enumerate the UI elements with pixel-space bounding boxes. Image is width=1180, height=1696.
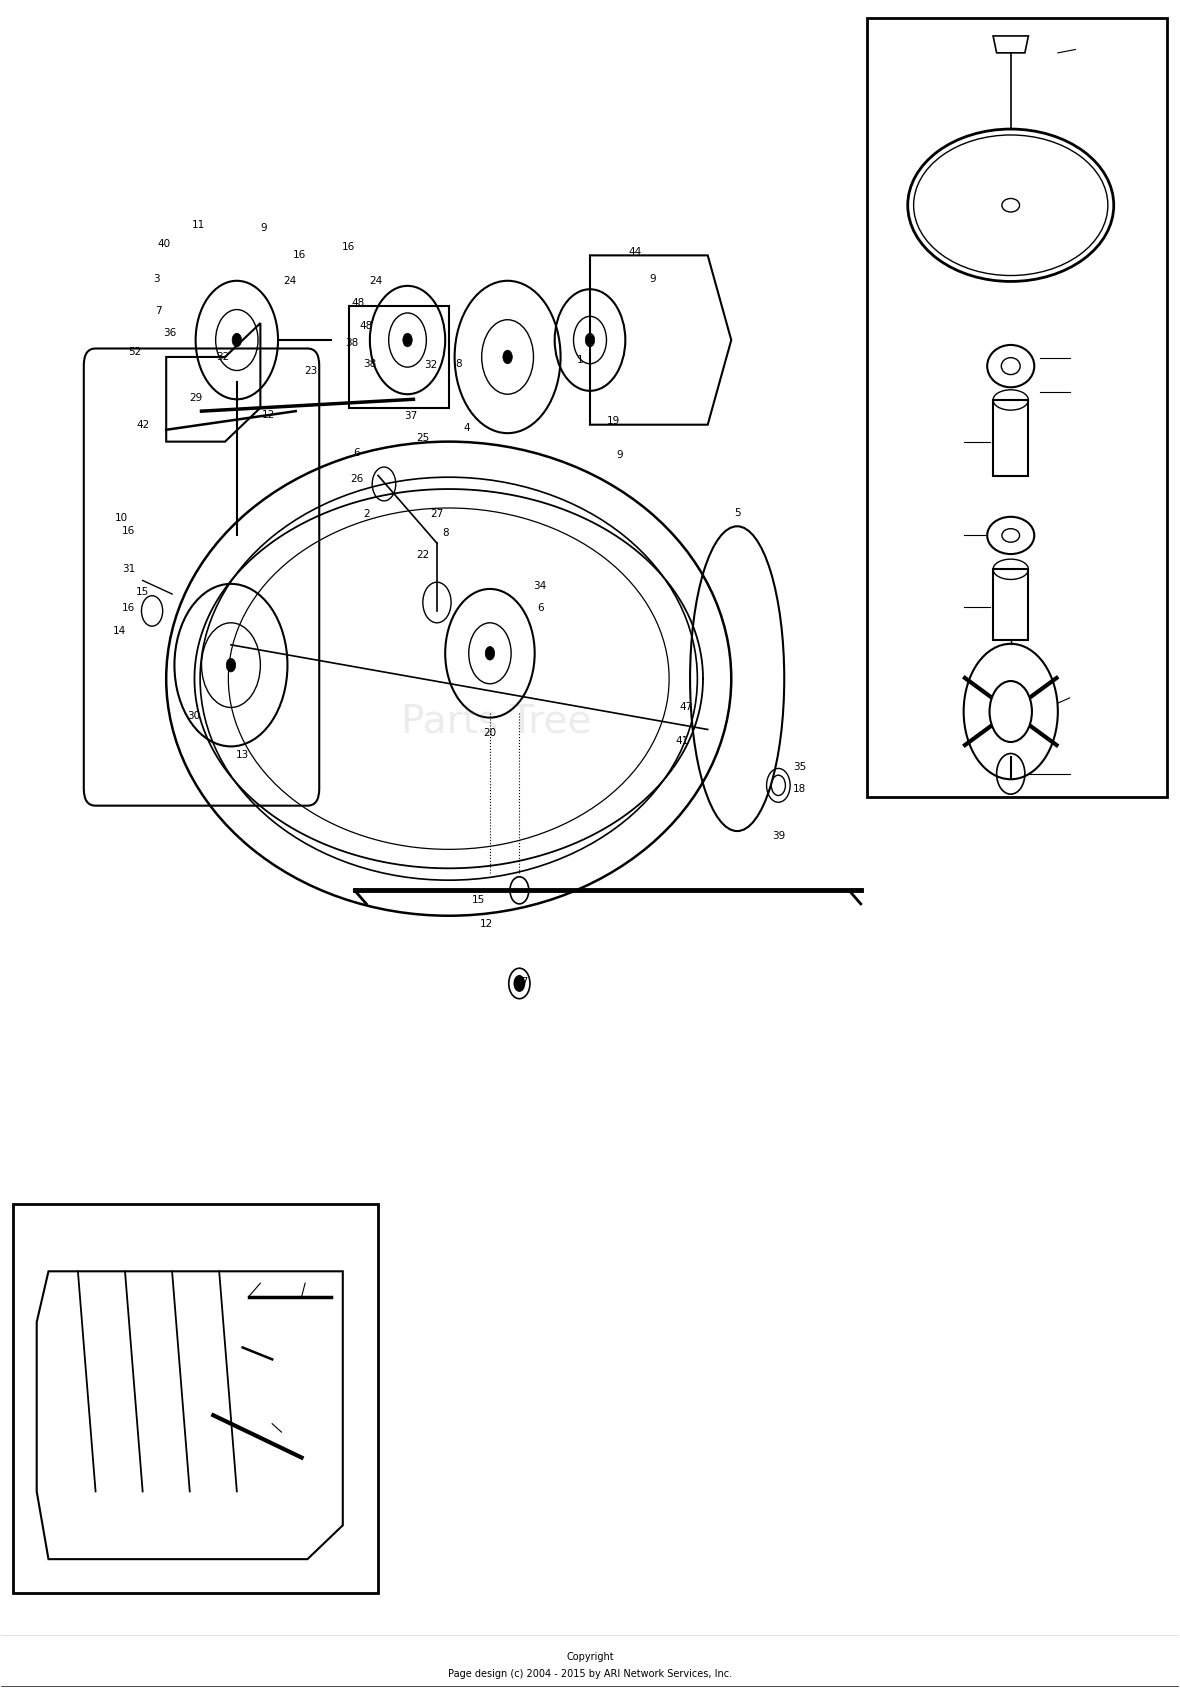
Circle shape (990, 682, 1032, 743)
Text: 50: 50 (1086, 353, 1100, 363)
Circle shape (503, 349, 512, 363)
Text: 6: 6 (537, 602, 544, 612)
Text: 2: 2 (363, 509, 369, 519)
Text: 18: 18 (793, 784, 806, 794)
Text: 41: 41 (675, 736, 688, 746)
Text: 38: 38 (363, 360, 376, 368)
Text: 28: 28 (1080, 690, 1094, 699)
Text: 42: 42 (136, 419, 150, 429)
Text: 26: 26 (350, 473, 363, 483)
Text: 17: 17 (1068, 39, 1082, 49)
Text: 17: 17 (517, 977, 530, 987)
Circle shape (402, 332, 412, 346)
Text: Copyright: Copyright (566, 1652, 614, 1662)
Circle shape (513, 975, 525, 992)
Text: 27: 27 (431, 509, 444, 519)
Text: 48: 48 (360, 322, 373, 331)
Text: 37: 37 (405, 410, 418, 421)
Text: 40: 40 (157, 239, 170, 249)
Text: 24: 24 (283, 276, 296, 285)
Text: 47: 47 (680, 702, 693, 712)
Text: 20: 20 (484, 728, 497, 738)
Text: 9: 9 (616, 449, 623, 460)
Text: 5: 5 (734, 507, 741, 517)
Text: 14: 14 (112, 626, 126, 636)
Circle shape (232, 332, 242, 346)
Text: 25: 25 (417, 432, 430, 443)
Text: 48: 48 (352, 298, 365, 307)
Text: 15: 15 (136, 587, 150, 597)
Text: 1: 1 (887, 47, 898, 63)
Text: 36: 36 (163, 329, 176, 338)
Bar (13, 1204, 378, 1593)
Text: 34: 34 (532, 580, 546, 590)
Text: 6: 6 (354, 448, 360, 458)
Bar (994, 400, 1029, 477)
Text: 38: 38 (346, 339, 359, 348)
Text: 10: 10 (114, 512, 127, 522)
Text: 16: 16 (122, 526, 136, 536)
Circle shape (585, 332, 595, 346)
Text: 49: 49 (236, 1258, 250, 1269)
Text: 22: 22 (417, 550, 430, 560)
Text: 16: 16 (122, 602, 136, 612)
Text: 9: 9 (649, 275, 656, 283)
Text: 30: 30 (186, 711, 199, 721)
Text: 51: 51 (271, 1435, 286, 1445)
Text: 3: 3 (153, 275, 160, 283)
Text: 24: 24 (369, 276, 382, 285)
Text: Parts Tree: Parts Tree (400, 702, 591, 739)
Text: 12: 12 (262, 409, 275, 419)
Text: 8: 8 (441, 527, 448, 538)
Text: 28: 28 (939, 522, 953, 533)
Text: 46: 46 (1080, 760, 1094, 770)
Text: 29: 29 (189, 392, 202, 402)
Text: 1: 1 (577, 356, 584, 365)
Text: 45: 45 (1086, 387, 1100, 397)
Text: 4: 4 (463, 422, 470, 432)
Text: 19: 19 (607, 416, 621, 426)
Text: 32: 32 (425, 361, 438, 370)
Text: 35: 35 (793, 762, 806, 772)
Text: 8: 8 (454, 360, 461, 368)
Text: 7: 7 (155, 307, 162, 315)
Text: 21: 21 (301, 1267, 315, 1277)
Bar (866, 19, 1167, 797)
Text: 32: 32 (216, 353, 229, 361)
Text: 16: 16 (293, 251, 306, 261)
Text: 31: 31 (122, 563, 136, 573)
Circle shape (485, 646, 494, 660)
Text: 16: 16 (342, 243, 355, 253)
Text: 33: 33 (939, 602, 953, 612)
Text: 13: 13 (236, 750, 249, 760)
Text: 23: 23 (304, 366, 317, 375)
Text: 52: 52 (127, 348, 142, 356)
Text: 9: 9 (261, 224, 267, 234)
Text: 12: 12 (480, 919, 493, 929)
Text: 43: 43 (28, 1233, 50, 1248)
Text: 11: 11 (191, 220, 204, 231)
Text: 15: 15 (472, 895, 485, 906)
Text: 33: 33 (939, 438, 953, 448)
Text: Page design (c) 2004 - 2015 by ARI Network Services, Inc.: Page design (c) 2004 - 2015 by ARI Netwo… (448, 1669, 732, 1679)
Circle shape (227, 658, 236, 672)
Bar (994, 570, 1029, 641)
Text: 39: 39 (772, 831, 785, 841)
Text: 44: 44 (628, 248, 642, 258)
